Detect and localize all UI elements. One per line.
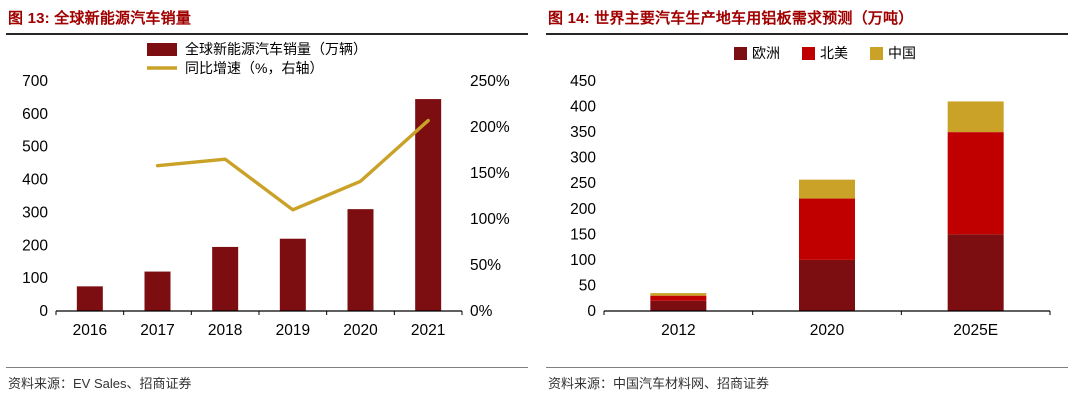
- stack-segment: [947, 234, 1004, 311]
- svg-text:2019: 2019: [276, 322, 310, 339]
- x-axis: [603, 310, 1051, 315]
- svg-text:全球新能源汽车销量（万辆）: 全球新能源汽车销量（万辆）: [185, 41, 367, 57]
- ev-sales-bars: [76, 99, 442, 311]
- svg-text:2018: 2018: [208, 322, 242, 339]
- stack-segment: [799, 198, 855, 260]
- svg-text:50%: 50%: [470, 257, 501, 274]
- stack-segment: [650, 295, 707, 301]
- stack-segment: [650, 293, 707, 296]
- svg-text:50: 50: [579, 277, 597, 294]
- svg-text:200: 200: [22, 237, 48, 254]
- svg-text:2012: 2012: [661, 322, 695, 339]
- svg-text:2020: 2020: [343, 322, 378, 339]
- y-axis-labels: 0 50 100 150 200 250 300 350 400 450: [570, 73, 596, 320]
- svg-text:100%: 100%: [470, 211, 510, 228]
- svg-text:450: 450: [570, 73, 596, 90]
- growth-line: [155, 118, 430, 212]
- svg-text:400: 400: [22, 172, 48, 189]
- panel-chart13: 图 13: 全球新能源汽车销量 0 100 200 300 400 500 600 700 0%…: [6, 4, 528, 394]
- chart13-source: 资料来源：EV Sales、招商证券: [6, 367, 528, 394]
- chart13-legend: 全球新能源汽车销量（万辆） 同比增速（%，右轴）: [147, 41, 367, 76]
- legend-swatch: [802, 47, 815, 60]
- chart13-title: 图 13: 全球新能源汽车销量: [6, 4, 528, 35]
- chart14-svg: 0 50 100 150 200 250 300 350 400 450 2012 2020 2025E…: [570, 45, 1051, 339]
- svg-text:2025E: 2025E: [953, 322, 998, 339]
- svg-text:300: 300: [22, 204, 48, 221]
- bar: [212, 246, 239, 311]
- x-axis: [55, 310, 463, 315]
- x-axis-labels: 2016 2017 2018 2019 2020 2021: [73, 322, 446, 339]
- svg-text:300: 300: [570, 150, 596, 167]
- svg-text:0%: 0%: [470, 303, 493, 320]
- svg-text:北美: 北美: [820, 45, 848, 61]
- legend-swatch-bar: [147, 43, 177, 56]
- x-axis-labels: 2012 2020 2025E: [661, 322, 998, 339]
- svg-text:500: 500: [22, 139, 48, 156]
- svg-text:400: 400: [570, 99, 596, 116]
- left-axis-labels: 0 100 200 300 400 500 600 700: [22, 73, 48, 320]
- svg-text:150%: 150%: [470, 165, 510, 182]
- svg-text:同比增速（%，右轴）: 同比增速（%，右轴）: [185, 60, 323, 76]
- right-axis-labels: 0% 50% 100% 150% 200% 250%: [470, 73, 510, 320]
- svg-text:2021: 2021: [411, 322, 445, 339]
- svg-text:2020: 2020: [810, 322, 845, 339]
- svg-text:欧洲: 欧洲: [752, 45, 780, 61]
- svg-text:2016: 2016: [73, 322, 107, 339]
- stack-segment: [650, 300, 707, 311]
- svg-text:2017: 2017: [140, 322, 174, 339]
- legend-swatch: [734, 47, 747, 60]
- svg-text:250: 250: [570, 175, 596, 192]
- stack-segment: [947, 101, 1004, 133]
- stack-segment: [947, 132, 1004, 235]
- svg-text:600: 600: [22, 106, 48, 123]
- chart13-svg: 0 100 200 300 400 500 600 700 0% 50% 100% 150% 200% 2…: [22, 41, 510, 339]
- chart14-title: 图 14: 世界主要汽车生产地车用铝板需求预测（万吨）: [546, 4, 1068, 35]
- svg-text:中国: 中国: [888, 45, 916, 61]
- svg-text:250%: 250%: [470, 73, 510, 90]
- svg-text:700: 700: [22, 73, 48, 90]
- bar: [347, 209, 374, 311]
- legend-swatch: [870, 47, 883, 60]
- svg-text:350: 350: [570, 124, 596, 141]
- chart14-canvas: 0 50 100 150 200 250 300 350 400 450 2012 2020 2025E…: [546, 37, 1068, 355]
- chart13-canvas: 0 100 200 300 400 500 600 700 0% 50% 100% 150% 200% 2…: [6, 37, 528, 355]
- bar: [415, 99, 442, 311]
- stacked-bars: [650, 101, 1004, 311]
- panel-chart14: 图 14: 世界主要汽车生产地车用铝板需求预测（万吨） 0 50 100 150 200…: [540, 0, 1080, 400]
- stack-segment: [799, 259, 855, 311]
- chart14-source: 资料来源：中国汽车材料网、招商证券: [546, 367, 1068, 394]
- chart14-legend: 欧洲 北美 中国: [734, 45, 916, 61]
- bar: [279, 238, 306, 311]
- svg-text:0: 0: [587, 303, 596, 320]
- bar: [144, 271, 171, 311]
- svg-text:200: 200: [570, 201, 596, 218]
- stack-segment: [799, 179, 855, 199]
- svg-text:0: 0: [39, 303, 48, 320]
- bar: [76, 286, 103, 311]
- svg-text:150: 150: [570, 226, 596, 243]
- svg-text:200%: 200%: [470, 119, 510, 136]
- svg-text:100: 100: [22, 270, 48, 287]
- svg-text:100: 100: [570, 252, 596, 269]
